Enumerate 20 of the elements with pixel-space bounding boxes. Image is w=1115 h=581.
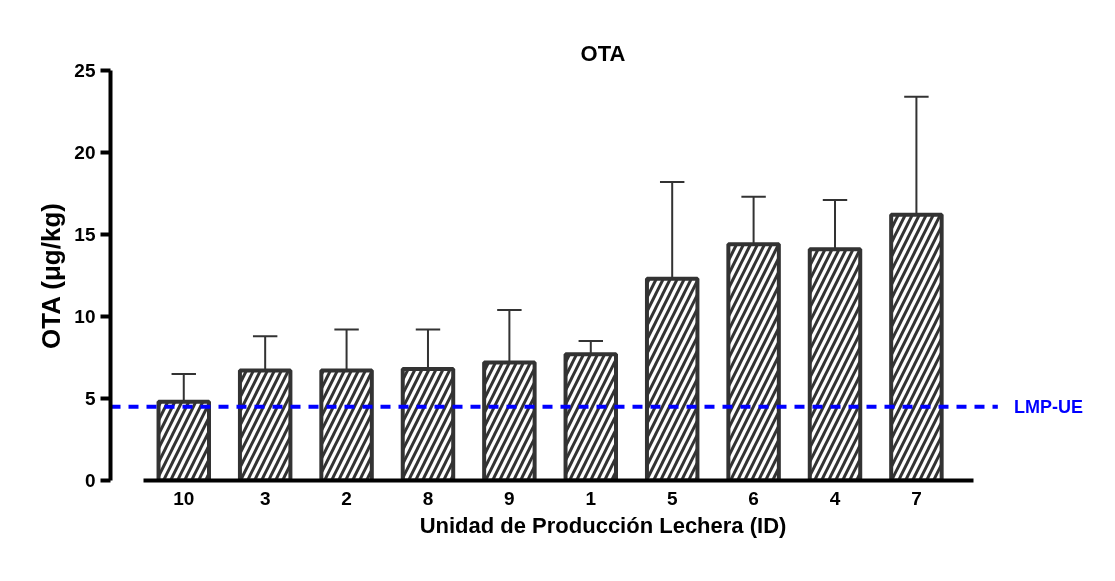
y-tick-label: 20 <box>74 142 96 163</box>
x-tick-label: 1 <box>585 487 597 509</box>
x-tick-label: 4 <box>829 487 841 509</box>
x-tick-label: 2 <box>341 487 352 509</box>
x-axis-title: Unidad de Producción Lechera (ID) <box>419 512 787 538</box>
chart-title: OTA <box>580 40 626 66</box>
x-tick-label: 9 <box>504 487 515 509</box>
y-tick-label: 15 <box>74 224 96 245</box>
y-axis-title: OTA (μg/kg) <box>36 203 67 349</box>
x-tick-label: 10 <box>173 487 195 509</box>
y-tick-label: 5 <box>84 388 96 409</box>
x-tick-label: 5 <box>666 487 678 509</box>
y-tick-label: 25 <box>74 60 96 81</box>
x-tick-label: 8 <box>422 487 434 509</box>
ref-line-label: LMP-UE <box>1014 396 1084 417</box>
x-tick-label: 3 <box>259 487 271 509</box>
x-tick-label: 7 <box>911 487 922 509</box>
y-tick-label: 0 <box>84 470 96 491</box>
y-tick-label: 10 <box>74 306 96 327</box>
x-tick-label: 6 <box>748 487 759 509</box>
